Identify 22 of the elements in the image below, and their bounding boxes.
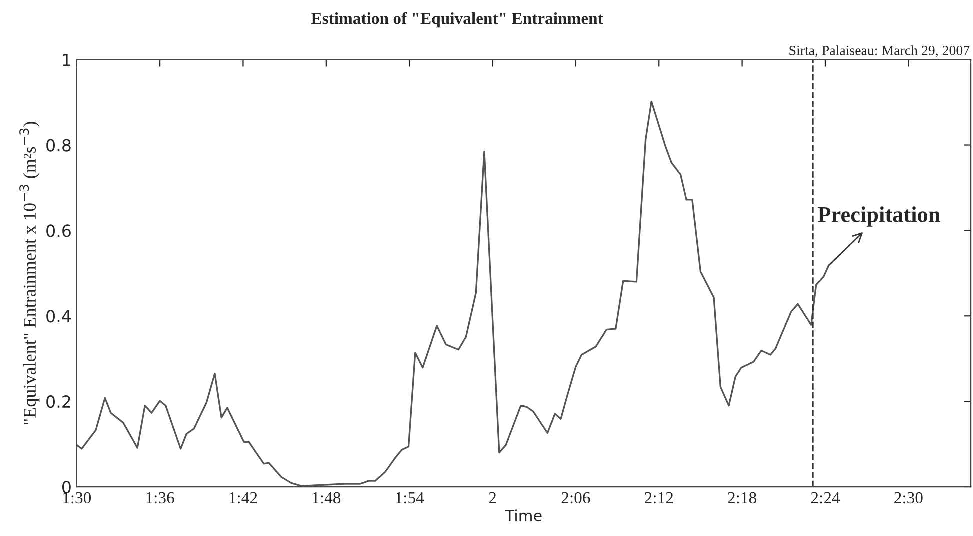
x-tick-label: 1:48 bbox=[313, 492, 341, 504]
x-tick-label: 1:30 bbox=[64, 492, 92, 504]
chart-subtitle: Sirta, Palaiseau: March 29, 2007 bbox=[790, 46, 970, 58]
y-axis-title: "Equivalent" Entrainment x 10$^{−3}$ (m²s$^{−3}$) bbox=[20, 122, 40, 425]
y-tick-label: 0.6 bbox=[46, 224, 71, 238]
annotation: Precipitation bbox=[818, 206, 940, 227]
x-tick-label: 2:30 bbox=[894, 492, 923, 504]
x-tick-label: 1:36 bbox=[146, 492, 174, 504]
x-tick-label: 2:24 bbox=[811, 492, 840, 504]
x-tick-label: 1:42 bbox=[230, 492, 258, 504]
x-tick-label: 2 bbox=[489, 492, 496, 504]
x-tick-label: 2:18 bbox=[728, 492, 756, 504]
x-tick-label: 2:06 bbox=[562, 492, 590, 504]
y-tick-label: 0.4 bbox=[46, 310, 72, 323]
x-tick-label: 2:12 bbox=[645, 492, 674, 504]
y-tick-label: 0.2 bbox=[46, 396, 70, 408]
y-tick-label: 0 bbox=[62, 480, 71, 494]
x-axis-title: Time bbox=[505, 510, 542, 522]
x-tick-label: 1:54 bbox=[396, 492, 424, 504]
y-tick-label: 1 bbox=[63, 54, 70, 66]
y-tick-label: 0.8 bbox=[46, 139, 71, 152]
chart-title: Estimation of "Equivalent" Entrainment bbox=[312, 12, 604, 28]
